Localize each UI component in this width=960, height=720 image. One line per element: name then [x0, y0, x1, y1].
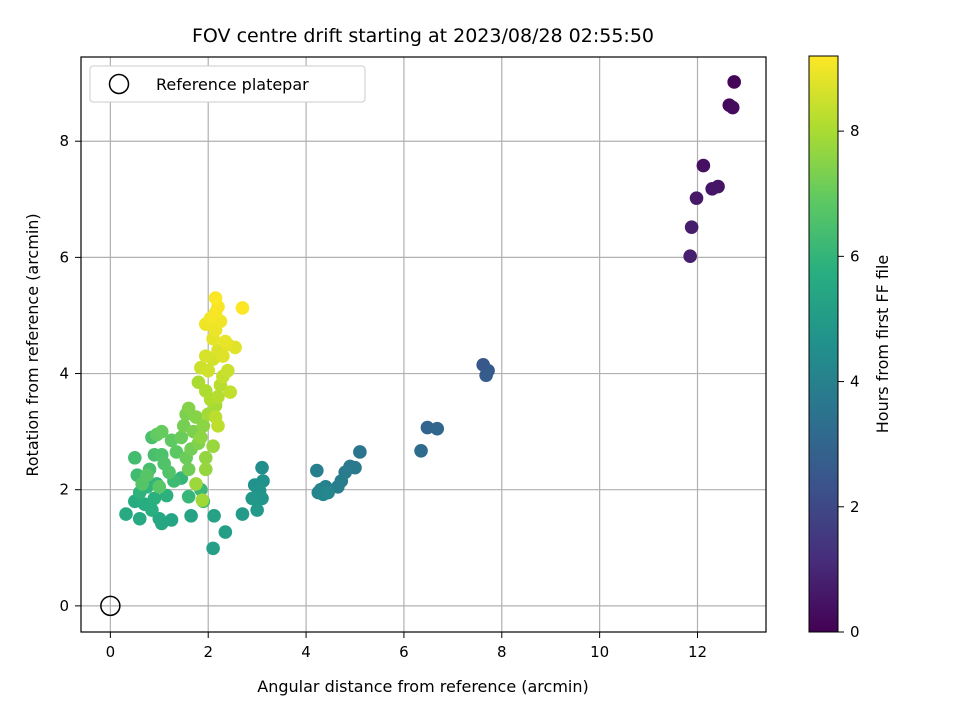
colorbar: 0 2 4 6 8 Hours from first FF file: [808, 55, 892, 641]
data-point: [223, 385, 238, 399]
data-point: [235, 507, 250, 521]
reference-platepar-marker: [100, 595, 121, 617]
grid-lines: [81, 57, 766, 632]
data-point: [353, 445, 367, 459]
data-point: [216, 349, 230, 363]
data-point: [696, 158, 711, 173]
data-point: [310, 463, 324, 478]
y-axis-label: Rotation from reference (arcmin): [23, 213, 42, 476]
x-tick-label: 0: [106, 643, 116, 661]
data-point: [119, 507, 133, 521]
x-tick-label: 6: [399, 643, 409, 661]
data-point: [198, 349, 213, 363]
colorbar-ticks: 0 2 4 6 8: [838, 122, 860, 641]
data-point: [727, 75, 741, 89]
data-point: [189, 477, 203, 491]
data-point: [201, 363, 216, 378]
data-point: [725, 100, 740, 115]
data-point: [430, 421, 445, 436]
data-point: [211, 389, 225, 404]
data-point: [181, 462, 196, 477]
x-tick-label: 4: [301, 643, 311, 661]
y-tick-label: 0: [59, 597, 69, 615]
data-point: [145, 503, 159, 517]
data-point: [195, 493, 210, 507]
data-point: [245, 491, 260, 506]
data-point: [250, 503, 264, 517]
data-point: [218, 334, 233, 349]
colorbar-tick-label: 6: [850, 247, 860, 265]
x-axis-ticks: 0 2 4 6 8 10 12: [106, 632, 707, 661]
data-points: [119, 75, 741, 556]
data-point: [206, 541, 220, 556]
colorbar-gradient: [808, 55, 839, 633]
y-tick-label: 6: [59, 248, 69, 266]
legend-box: [89, 65, 366, 103]
data-point: [479, 368, 493, 383]
colorbar-tick-label: 2: [850, 498, 860, 516]
data-point: [154, 424, 169, 439]
x-tick-label: 12: [688, 643, 707, 661]
colorbar-tick-label: 8: [850, 122, 860, 140]
data-point: [152, 479, 167, 494]
x-tick-label: 2: [203, 643, 213, 661]
data-point: [218, 525, 233, 539]
data-point: [196, 419, 211, 433]
data-point: [194, 430, 208, 445]
data-point: [176, 419, 191, 433]
legend-marker-icon: [108, 73, 130, 95]
data-point: [235, 301, 250, 315]
data-point: [181, 489, 196, 504]
data-point: [198, 450, 213, 465]
data-point: [207, 509, 221, 523]
colorbar-tick-label: 0: [850, 623, 860, 641]
data-point: [255, 460, 269, 475]
data-point: [184, 509, 198, 523]
colorbar-label: Hours from first FF file: [873, 255, 892, 434]
data-point: [684, 220, 699, 234]
data-point: [162, 465, 176, 480]
data-point: [211, 419, 225, 433]
data-point: [321, 485, 335, 500]
data-point: [140, 468, 154, 482]
y-tick-label: 8: [59, 132, 69, 150]
data-point: [208, 291, 223, 305]
y-tick-label: 2: [59, 481, 69, 499]
data-point: [255, 491, 269, 506]
data-point: [414, 443, 428, 458]
data-point: [132, 511, 147, 526]
data-point: [147, 491, 162, 506]
data-point: [174, 430, 189, 445]
legend: Reference platepar: [89, 65, 366, 103]
plot-frame: [80, 56, 767, 633]
y-tick-label: 4: [59, 365, 69, 383]
data-point: [198, 462, 213, 477]
x-tick-label: 8: [497, 643, 507, 661]
data-point: [689, 191, 704, 205]
colorbar-tick-label: 4: [850, 373, 860, 391]
x-tick-label: 10: [590, 643, 609, 661]
y-axis-ticks: 0 2 4 6 8: [59, 132, 81, 615]
chart-title: FOV centre drift starting at 2023/08/28 …: [192, 25, 654, 47]
data-point: [683, 249, 697, 264]
data-point: [705, 182, 719, 196]
data-point: [331, 479, 345, 494]
data-point: [128, 450, 142, 465]
data-point: [220, 363, 235, 378]
legend-label: Reference platepar: [156, 75, 309, 94]
data-point: [206, 439, 220, 453]
x-axis-label: Angular distance from reference (arcmin): [257, 677, 588, 696]
data-point: [169, 445, 184, 459]
